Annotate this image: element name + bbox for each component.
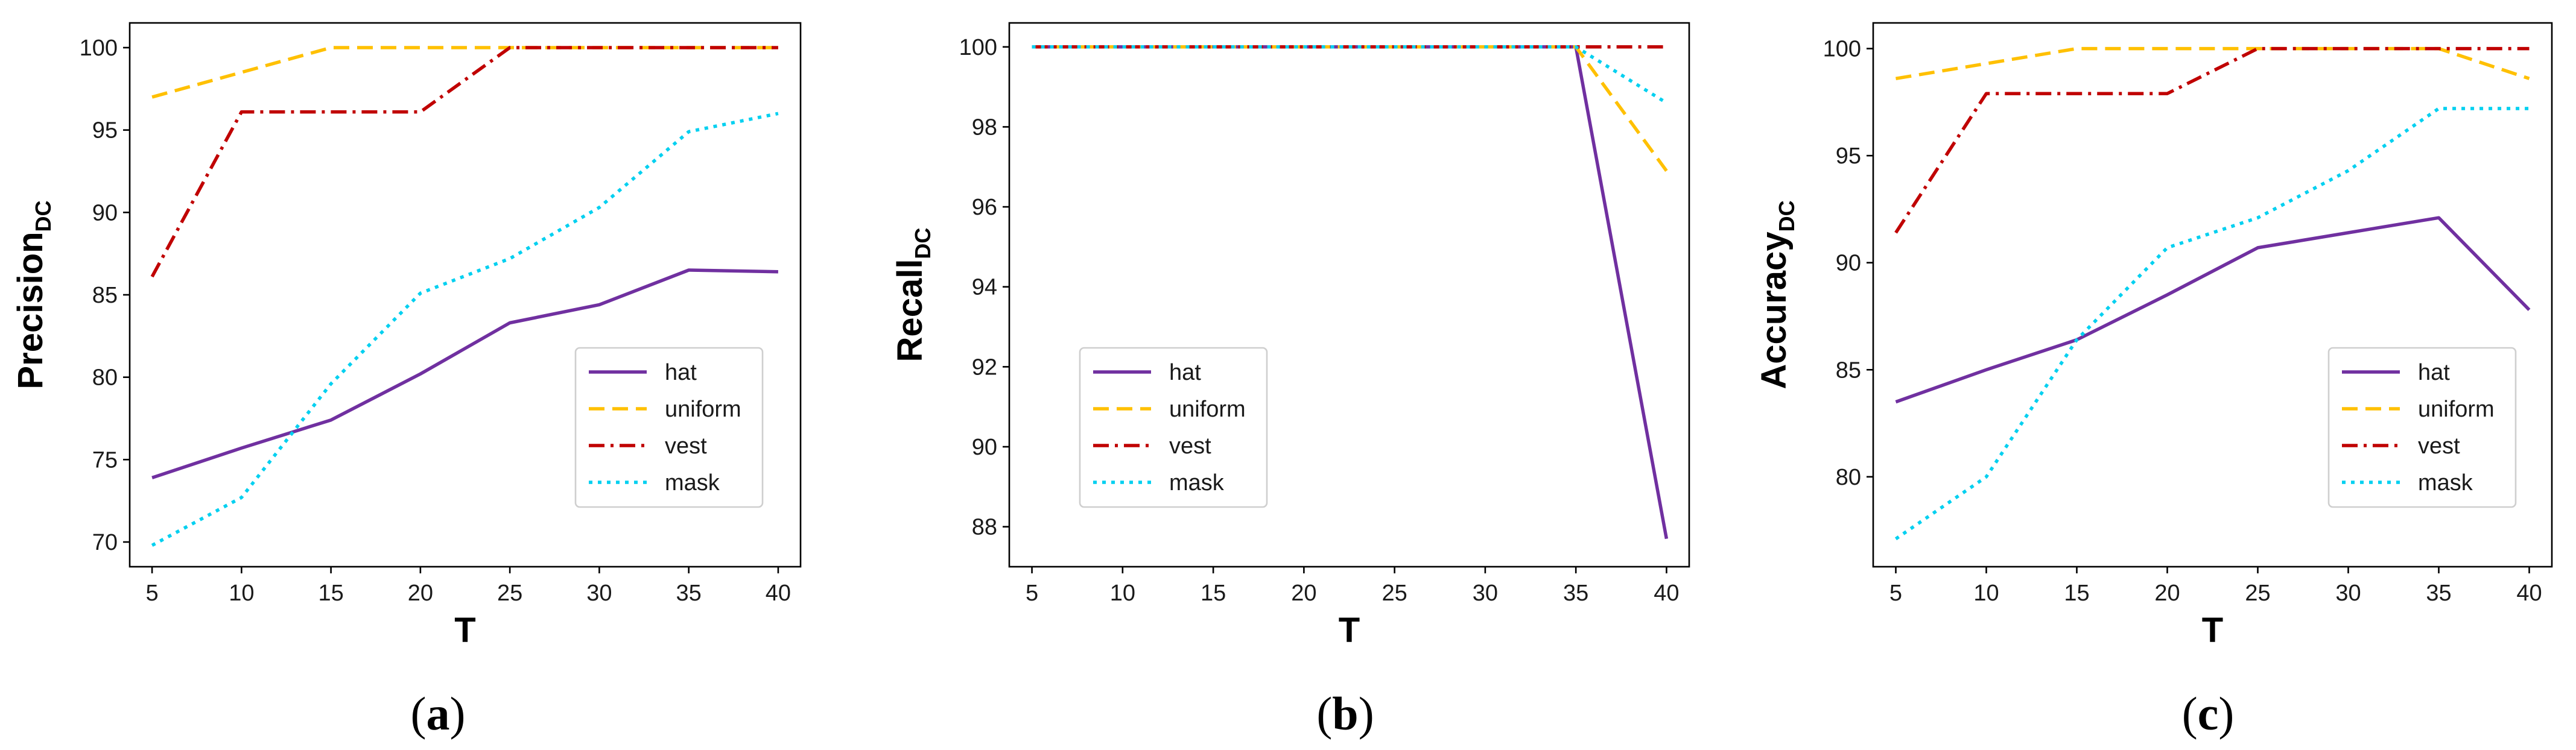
y-axis-title-subscript: DC — [31, 200, 56, 232]
y-axis-title-main: Accuracy — [1754, 232, 1794, 389]
x-axis-title: T — [454, 611, 475, 650]
y-tick-label: 85 — [92, 283, 118, 308]
y-tick-label: 80 — [1836, 465, 1861, 490]
y-tick-label: 90 — [92, 200, 118, 225]
legend: hat uniform vest mask — [576, 348, 763, 507]
x-tick-label: 30 — [586, 581, 612, 606]
y-tick-label: 92 — [972, 355, 997, 380]
legend-label-vest: vest — [1169, 433, 1211, 459]
legend-label-uniform: uniform — [1169, 397, 1246, 422]
chart-panel-a: 5 10 15 20 25 30 35 40 70 75 80 85 90 95 100 T Precision… — [11, 23, 801, 740]
legend-label-hat: hat — [1169, 360, 1201, 385]
series-line-mask — [1032, 47, 1667, 103]
x-tick-label: 35 — [2426, 581, 2451, 606]
legend-label-uniform: uniform — [665, 397, 741, 422]
x-tick-label: 25 — [1382, 581, 1407, 606]
legend-label-uniform: uniform — [2418, 397, 2495, 422]
chart-panel-c: 5 10 15 20 25 30 35 40 80 85 90 95 100 T AccuracyDC hat… — [1754, 23, 2552, 740]
y-axis-title-subscript: DC — [910, 228, 935, 259]
y-tick-label: 98 — [972, 115, 997, 140]
x-tick-label: 10 — [229, 581, 254, 606]
y-tick-label: 94 — [972, 275, 997, 300]
x-tick-label: 40 — [1654, 581, 1679, 606]
legend-label-hat: hat — [665, 360, 697, 385]
legend-label-mask: mask — [1169, 470, 1225, 496]
y-axis-title: AccuracyDC — [1754, 200, 1799, 389]
x-tick-label: 20 — [2154, 581, 2180, 606]
x-tick-label: 5 — [145, 581, 158, 606]
series-line-uniform — [1032, 47, 1667, 171]
legend-label-mask: mask — [2418, 470, 2473, 496]
legend-label-vest: vest — [2418, 433, 2460, 459]
x-axis-title: T — [1339, 611, 1360, 650]
x-tick-label: 10 — [1973, 581, 1999, 606]
y-axis-title-main: Recall — [890, 259, 930, 362]
x-tick-label: 10 — [1110, 581, 1135, 606]
x-tick-label: 30 — [1473, 581, 1498, 606]
y-tick-label: 90 — [972, 435, 997, 460]
y-tick-label: 85 — [1836, 358, 1861, 383]
legend-label-mask: mask — [665, 470, 720, 496]
legend: hat uniform vest mask — [1080, 348, 1267, 507]
y-tick-label: 70 — [92, 530, 118, 555]
legend-label-hat: hat — [2418, 360, 2450, 385]
y-tick-label: 80 — [92, 365, 118, 391]
series-line-vest — [1896, 49, 2530, 233]
panel-label: (c) — [2182, 687, 2235, 740]
series-line-vest — [152, 48, 778, 277]
x-axis-title: T — [2202, 611, 2223, 650]
legend: hat uniform vest mask — [2329, 348, 2516, 507]
y-tick-label: 95 — [92, 118, 118, 143]
y-tick-label: 100 — [80, 36, 118, 61]
x-tick-label: 30 — [2335, 581, 2361, 606]
x-tick-label: 20 — [408, 581, 433, 606]
y-tick-label: 100 — [1823, 37, 1861, 62]
series-line-uniform — [152, 48, 778, 97]
x-tick-label: 25 — [497, 581, 522, 606]
y-tick-label: 100 — [959, 35, 997, 60]
x-tick-label: 15 — [318, 581, 343, 606]
x-tick-label: 25 — [2245, 581, 2270, 606]
y-tick-label: 75 — [92, 447, 118, 473]
x-tick-label: 5 — [1026, 581, 1038, 606]
y-axis-title: PrecisionDC — [11, 200, 56, 389]
legend-label-vest: vest — [665, 433, 707, 459]
x-tick-label: 35 — [1563, 581, 1588, 606]
y-tick-label: 90 — [1836, 251, 1861, 276]
y-tick-label: 96 — [972, 195, 997, 220]
x-tick-label: 40 — [766, 581, 791, 606]
y-axis-title-main: Precision — [11, 232, 50, 389]
x-tick-label: 35 — [676, 581, 702, 606]
y-tick-label: 95 — [1836, 143, 1861, 169]
x-tick-label: 20 — [1291, 581, 1316, 606]
chart-panel-b: 5 10 15 20 25 30 35 40 88 90 92 94 96 98 100 T RecallDC h… — [890, 23, 1689, 740]
x-tick-label: 5 — [1889, 581, 1902, 606]
panel-label: (b) — [1316, 687, 1374, 740]
x-tick-label: 15 — [1201, 581, 1226, 606]
series-line-uniform — [1896, 49, 2530, 79]
y-axis-title: RecallDC — [890, 228, 935, 362]
y-axis-title-subscript: DC — [1774, 200, 1799, 232]
panel-label: (a) — [411, 687, 466, 740]
x-tick-label: 15 — [2064, 581, 2089, 606]
y-tick-label: 88 — [972, 515, 997, 540]
x-tick-label: 40 — [2516, 581, 2542, 606]
